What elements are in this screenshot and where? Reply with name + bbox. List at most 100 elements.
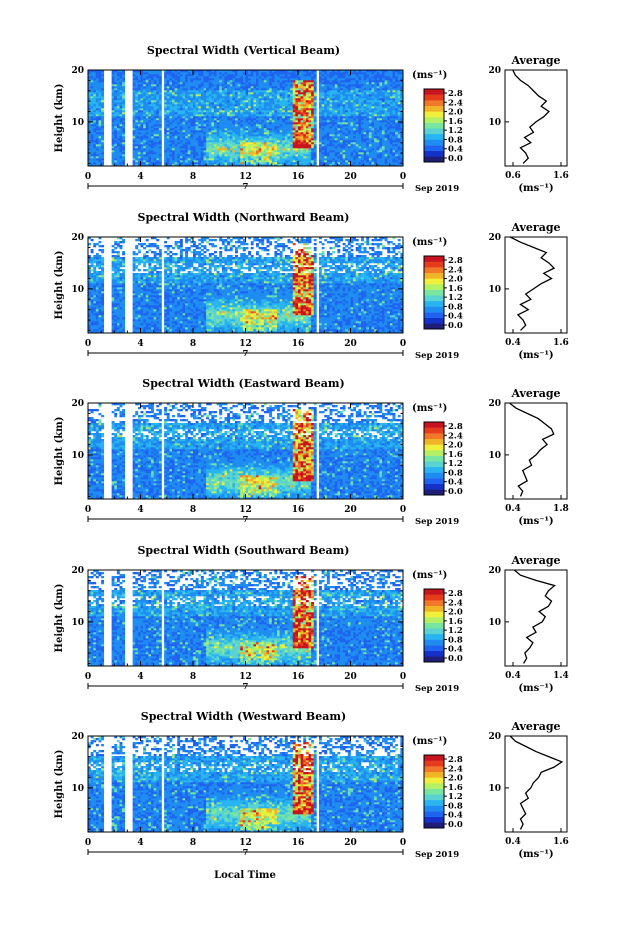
heatmap-cell [369, 128, 372, 130]
heatmap-cell [227, 152, 230, 154]
heatmap-cell [280, 158, 283, 160]
heatmap-cell [301, 128, 304, 130]
heatmap-cell [261, 84, 264, 86]
heatmap-cell [261, 128, 264, 130]
heatmap-cell [282, 150, 285, 152]
heatmap-cell [369, 150, 372, 152]
heatmap-cell [93, 156, 96, 158]
heatmap-cell [282, 122, 285, 124]
heatmap-cell [185, 122, 188, 124]
heatmap-cell [133, 124, 136, 126]
heatmap-cell [232, 158, 235, 160]
heatmap-cell [248, 72, 251, 74]
heatmap-cell [217, 80, 220, 82]
heatmap-cell [185, 140, 188, 142]
heatmap-cell [314, 82, 317, 84]
heatmap-cell [164, 136, 167, 138]
heatmap-cell [379, 74, 382, 76]
heatmap-cell [120, 124, 123, 126]
heatmap-cell [330, 140, 333, 142]
heatmap-cell [267, 144, 270, 146]
heatmap-cell [277, 146, 280, 148]
heatmap-cell [272, 160, 275, 162]
heatmap-cell [198, 78, 201, 80]
heatmap-cell [256, 116, 259, 118]
heatmap-cell [267, 152, 270, 154]
heatmap-cell [364, 128, 367, 130]
heatmap-cell [345, 84, 348, 86]
heatmap-cell [361, 154, 364, 156]
heatmap-cell [206, 106, 209, 108]
heatmap-cell [135, 76, 138, 78]
heatmap-cell [327, 142, 330, 144]
heatmap-cell [101, 124, 104, 126]
heatmap-cell [101, 120, 104, 122]
heatmap-cell [219, 90, 222, 92]
heatmap-cell [146, 90, 149, 92]
heatmap-cell [285, 148, 288, 150]
heatmap-cell [175, 108, 178, 110]
heatmap-cell [335, 94, 338, 96]
heatmap-cell [327, 130, 330, 132]
heatmap-cell [138, 104, 141, 106]
heatmap-cell [366, 162, 369, 164]
heatmap-cell [280, 96, 283, 98]
heatmap-cell [219, 160, 222, 162]
heatmap-cell [143, 108, 146, 110]
heatmap-cell [345, 72, 348, 74]
heatmap-cell [133, 106, 136, 108]
heatmap-cell [269, 154, 272, 156]
heatmap-cell [201, 98, 204, 100]
heatmap-cell [93, 84, 96, 86]
heatmap-cell [282, 92, 285, 94]
heatmap-cell [288, 142, 291, 144]
heatmap-cell [172, 120, 175, 122]
heatmap-cell [277, 136, 280, 138]
heatmap-cell [196, 148, 199, 150]
heatmap-cell [193, 90, 196, 92]
heatmap-cell [366, 140, 369, 142]
heatmap-cell [225, 140, 228, 142]
heatmap-cell [364, 104, 367, 106]
heatmap-cell [235, 74, 238, 76]
heatmap-cell [227, 78, 230, 80]
heatmap-cell [356, 150, 359, 152]
heatmap-cell [243, 142, 246, 144]
heatmap-cell [335, 104, 338, 106]
heatmap-cell [122, 114, 125, 116]
heatmap-cell [295, 132, 298, 134]
heatmap-cell [164, 138, 167, 140]
heatmap-cell [196, 142, 199, 144]
heatmap-cell [306, 146, 309, 148]
heatmap-cell [240, 108, 243, 110]
heatmap-cell [261, 114, 264, 116]
heatmap-cell [285, 156, 288, 158]
heatmap-cell [256, 88, 259, 90]
heatmap-cell [196, 114, 199, 116]
heatmap-cell [151, 100, 154, 102]
heatmap-cell [259, 82, 262, 84]
heatmap-cell [243, 78, 246, 80]
heatmap-cell [138, 94, 141, 96]
heatmap-cell [269, 90, 272, 92]
heatmap-cell [290, 126, 293, 128]
heatmap-cell [319, 134, 322, 136]
heatmap-cell [217, 72, 220, 74]
heatmap-cell [91, 104, 94, 106]
heatmap-cell [211, 146, 214, 148]
heatmap-cell [198, 134, 201, 136]
heatmap-cell [337, 116, 340, 118]
heatmap-cell [306, 156, 309, 158]
heatmap-cell [133, 82, 136, 84]
heatmap-cell [322, 104, 325, 106]
heatmap-cell [345, 118, 348, 120]
heatmap-cell [353, 74, 356, 76]
heatmap-cell [348, 128, 351, 130]
heatmap-cell [311, 138, 314, 140]
heatmap-cell [159, 142, 162, 144]
heatmap-cell [253, 156, 256, 158]
heatmap-cell [177, 124, 180, 126]
heatmap-cell [235, 154, 238, 156]
heatmap-cell [358, 112, 361, 114]
heatmap-cell [330, 80, 333, 82]
